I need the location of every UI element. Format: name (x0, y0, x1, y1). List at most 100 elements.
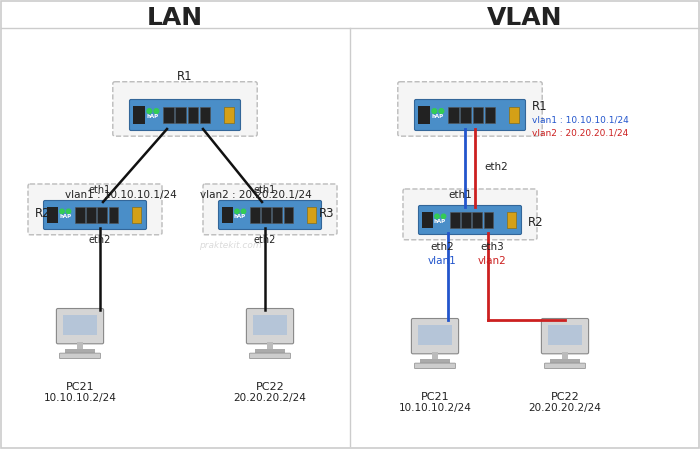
Bar (432, 352, 438, 359)
Bar (507, 212, 515, 228)
FancyBboxPatch shape (414, 100, 526, 131)
FancyBboxPatch shape (541, 318, 589, 354)
Text: hAP: hAP (146, 114, 158, 119)
Bar (133, 106, 145, 123)
Text: eth3: eth3 (480, 242, 504, 252)
FancyBboxPatch shape (218, 201, 321, 229)
FancyBboxPatch shape (113, 82, 257, 136)
Bar (261, 207, 271, 223)
FancyBboxPatch shape (419, 206, 522, 234)
Text: eth2: eth2 (430, 242, 454, 252)
Bar (97, 207, 107, 223)
Text: VLAN: VLAN (487, 6, 563, 30)
FancyBboxPatch shape (403, 189, 537, 240)
Circle shape (154, 109, 159, 114)
Text: eth2: eth2 (89, 235, 111, 245)
FancyBboxPatch shape (60, 353, 100, 359)
FancyBboxPatch shape (43, 201, 146, 229)
Bar (418, 325, 452, 344)
Bar (188, 107, 198, 123)
Bar (450, 212, 459, 228)
Circle shape (435, 214, 439, 219)
Text: vlan2 : 20.20.20.1/24: vlan2 : 20.20.20.1/24 (532, 128, 629, 137)
Bar (77, 342, 83, 349)
Text: vlan1: vlan1 (428, 256, 456, 266)
FancyBboxPatch shape (545, 363, 585, 369)
Text: vlan1 : 10.10.10.1/24: vlan1 : 10.10.10.1/24 (65, 190, 176, 200)
Text: 20.20.20.2/24: 20.20.20.2/24 (234, 393, 307, 403)
Bar (461, 212, 470, 228)
Text: R3: R3 (319, 207, 335, 220)
Text: LAN: LAN (147, 6, 203, 30)
Bar (267, 342, 273, 349)
Text: PC22: PC22 (551, 392, 580, 402)
Bar (419, 359, 451, 363)
Circle shape (241, 209, 246, 214)
Bar (176, 107, 186, 123)
Bar (86, 207, 96, 223)
Bar (418, 106, 430, 123)
Bar (63, 314, 97, 335)
FancyBboxPatch shape (414, 363, 456, 369)
Bar (199, 107, 210, 123)
Text: vlan2: vlan2 (477, 256, 506, 266)
Bar (64, 349, 95, 352)
Text: PC21: PC21 (421, 392, 449, 402)
Bar (222, 207, 233, 223)
Text: R1: R1 (532, 101, 547, 114)
Bar (550, 359, 580, 363)
Text: eth2: eth2 (254, 235, 276, 245)
FancyBboxPatch shape (130, 100, 241, 131)
Text: hAP: hAP (234, 214, 246, 219)
Bar (449, 107, 458, 123)
Circle shape (66, 209, 71, 214)
Bar (108, 207, 118, 223)
FancyBboxPatch shape (203, 184, 337, 235)
Bar (510, 107, 519, 123)
Bar (47, 207, 58, 223)
Bar (225, 107, 235, 123)
Bar (132, 207, 141, 223)
FancyBboxPatch shape (28, 184, 162, 235)
Text: 10.10.10.2/24: 10.10.10.2/24 (43, 393, 116, 403)
Text: eth1: eth1 (89, 185, 111, 195)
Bar (461, 107, 471, 123)
Text: hAP: hAP (431, 114, 443, 119)
FancyBboxPatch shape (398, 82, 542, 136)
Text: eth1: eth1 (254, 185, 276, 195)
Bar (422, 212, 433, 228)
Text: praktekit.com: praktekit.com (199, 241, 261, 250)
Text: vlan1 : 10.10.10.1/24: vlan1 : 10.10.10.1/24 (532, 115, 629, 124)
Circle shape (60, 209, 64, 214)
FancyBboxPatch shape (57, 308, 104, 344)
Bar (473, 212, 482, 228)
Bar (75, 207, 85, 223)
Text: hAP: hAP (59, 214, 71, 219)
Text: vlan2 : 20.20.20.1/24: vlan2 : 20.20.20.1/24 (200, 190, 312, 200)
Bar (484, 107, 495, 123)
FancyBboxPatch shape (412, 318, 458, 354)
Text: PC21: PC21 (66, 382, 94, 392)
Text: 20.20.20.2/24: 20.20.20.2/24 (528, 403, 601, 413)
Bar (484, 212, 493, 228)
Bar (250, 207, 260, 223)
Circle shape (234, 209, 239, 214)
Circle shape (441, 214, 446, 219)
Text: hAP: hAP (434, 219, 446, 224)
Bar (307, 207, 316, 223)
Text: R1: R1 (177, 70, 192, 84)
Text: eth2: eth2 (484, 162, 508, 172)
Text: 10.10.10.2/24: 10.10.10.2/24 (398, 403, 471, 413)
FancyBboxPatch shape (246, 308, 293, 344)
Text: PC22: PC22 (256, 382, 284, 392)
Bar (163, 107, 174, 123)
Bar (284, 207, 293, 223)
FancyBboxPatch shape (250, 353, 290, 359)
Bar (473, 107, 483, 123)
Bar (255, 349, 286, 352)
Text: R2: R2 (35, 207, 51, 220)
Bar (253, 314, 287, 335)
Text: eth1: eth1 (448, 190, 472, 200)
Circle shape (439, 109, 444, 114)
Circle shape (147, 109, 152, 114)
